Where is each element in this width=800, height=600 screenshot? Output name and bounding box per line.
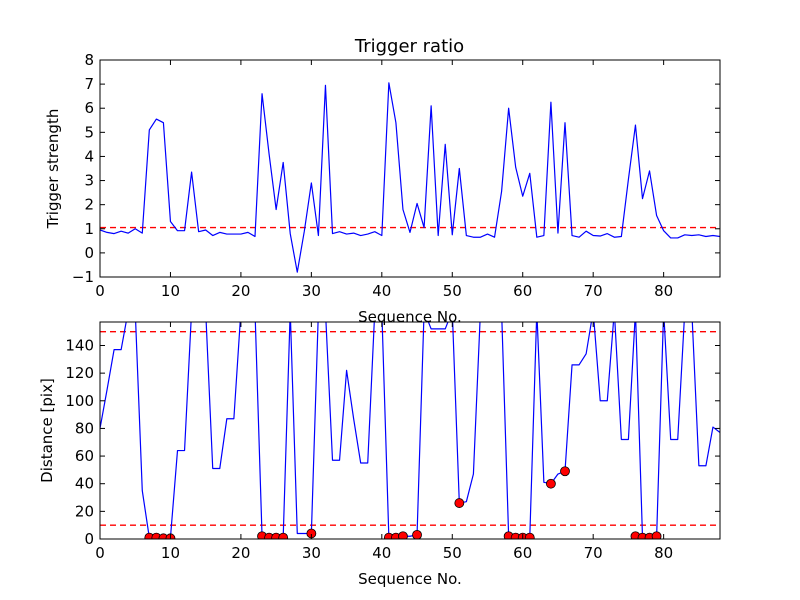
- bottom-chart-axes: 0 10 20 30 40 50 60 70 80 0 20 40 60 80 100 120 140: [65, 322, 720, 562]
- bottom-x-tick-label: 80: [654, 544, 673, 562]
- distance-marker-point: [546, 478, 556, 489]
- top-y-tick-label: 3: [84, 172, 94, 190]
- top-chart-title: Trigger ratio: [354, 36, 464, 57]
- bottom-y-tick-label: 100: [65, 392, 94, 410]
- trigger-strength-line: [100, 82, 720, 273]
- bottom-x-tick-label: 40: [372, 544, 391, 562]
- bottom-x-tick-label: 60: [513, 544, 532, 562]
- bottom-x-tick-label: 70: [584, 544, 603, 562]
- top-y-tick-label: 2: [84, 196, 94, 214]
- bottom-chart: 0 10 20 30 40 50 60 70 80 0 20 40 60 80 100 120 140 Sequ…: [38, 321, 721, 588]
- bottom-chart-y-axis-label: Distance [pix]: [38, 378, 56, 483]
- top-chart: Trigger ratio 0 10 20 30 40 50 60 70 80−10123456…: [44, 36, 721, 326]
- bottom-x-tick-label: 10: [161, 544, 180, 562]
- bottom-x-tick-label: 0: [95, 544, 105, 562]
- top-x-tick-label: 30: [302, 282, 321, 300]
- distance-marker-point: [278, 532, 289, 539]
- bottom-y-tick-label: 40: [75, 475, 94, 493]
- bottom-y-tick-label: 20: [75, 502, 94, 520]
- bottom-x-tick-label: 50: [443, 544, 462, 562]
- distance-marker-point: [524, 532, 535, 539]
- top-x-tick-label: 40: [372, 282, 391, 300]
- distance-marker-point: [454, 498, 465, 508]
- distance-line: [100, 322, 720, 539]
- top-y-tick-label: 0: [84, 244, 94, 262]
- top-y-tick-label: 1: [84, 220, 94, 238]
- top-y-tick-label: 5: [84, 123, 94, 141]
- bottom-chart-frame: [99, 321, 721, 540]
- bottom-y-tick-label: 60: [75, 447, 94, 465]
- bottom-x-tick-label: 20: [231, 544, 250, 562]
- distance-marker-point: [398, 531, 408, 539]
- top-x-tick-label: 20: [231, 282, 250, 300]
- distance-marker-point: [651, 531, 662, 539]
- top-chart-frame: [99, 59, 721, 278]
- top-x-tick-label: 80: [654, 282, 673, 300]
- top-x-tick-label: 60: [513, 282, 532, 300]
- top-y-tick-label: 8: [84, 51, 94, 69]
- distance-marker-point: [412, 529, 422, 539]
- top-x-tick-label: 0: [95, 282, 105, 300]
- top-y-tick-label: −1: [72, 268, 94, 286]
- top-chart-y-axis-label: Trigger strength: [44, 109, 62, 230]
- top-chart-plot-area: [100, 82, 720, 273]
- bottom-y-tick-label: 120: [65, 364, 94, 382]
- top-y-tick-label: 7: [84, 75, 94, 93]
- top-y-tick-label: 6: [84, 99, 94, 117]
- top-y-tick-label: 4: [84, 147, 94, 165]
- top-x-tick-label: 70: [584, 282, 603, 300]
- top-x-tick-label: 50: [443, 282, 462, 300]
- bottom-y-tick-label: 140: [65, 336, 94, 354]
- bottom-x-tick-label: 30: [302, 544, 321, 562]
- bottom-y-tick-label: 80: [75, 419, 94, 437]
- bottom-y-tick-label: 0: [84, 530, 94, 548]
- distance-marker-point: [560, 466, 570, 477]
- top-x-tick-label: 10: [161, 282, 180, 300]
- bottom-chart-x-axis-label: Sequence No.: [358, 570, 462, 588]
